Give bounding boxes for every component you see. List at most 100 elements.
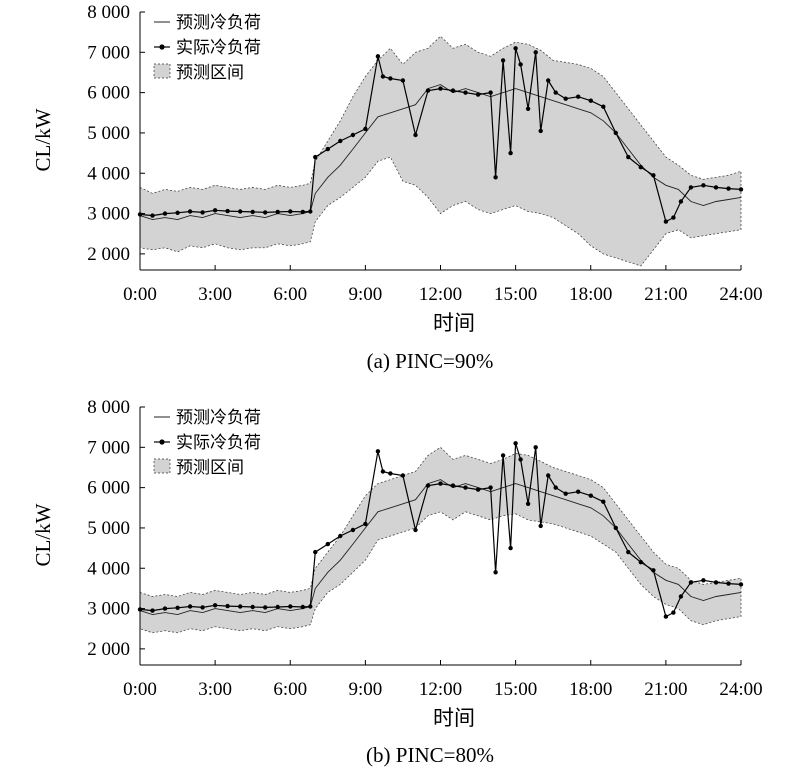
actual-load-point [238, 604, 243, 609]
legend-actual-marker [159, 439, 165, 445]
x-tick-label: 6:00 [273, 679, 307, 700]
actual-load-point [325, 146, 330, 152]
actual-load-point [613, 130, 618, 136]
actual-load-point [726, 186, 731, 191]
actual-load-point [350, 527, 356, 533]
actual-load-point [546, 473, 551, 478]
actual-load-point [275, 209, 280, 215]
actual-load-point [308, 604, 313, 609]
actual-load-point [413, 132, 418, 138]
actual-load-point [651, 173, 656, 178]
actual-load-point [488, 90, 493, 95]
legend-interval-label: 预测区间 [176, 63, 244, 82]
y-tick-label: 5 000 [87, 518, 130, 539]
actual-load-point [588, 98, 593, 103]
actual-load-point [375, 54, 381, 59]
actual-load-point [588, 493, 593, 498]
x-tick-label: 6:00 [273, 284, 307, 305]
x-tick-label: 21:00 [644, 284, 687, 305]
actual-load-point [533, 50, 538, 55]
predicted-load-line [139, 479, 742, 616]
y-axis-label: CL/kW [31, 108, 55, 171]
y-tick-label: 7 000 [87, 42, 130, 63]
actual-load-point [450, 88, 456, 93]
x-tick-label: 18:00 [569, 679, 612, 700]
legend-predicted-label: 预测冷负荷 [176, 13, 261, 32]
actual-load-point [488, 485, 493, 490]
actual-load-point [200, 605, 205, 610]
x-tick-label: 0:00 [123, 284, 157, 305]
actual-load-point [533, 445, 538, 450]
y-tick-label: 6 000 [87, 83, 130, 104]
x-tick-label: 15:00 [494, 284, 537, 305]
x-tick-label: 21:00 [644, 679, 687, 700]
actual-load-point [576, 94, 581, 99]
actual-load-point [601, 104, 606, 109]
actual-load-point [688, 185, 694, 190]
legend-interval-label: 预测区间 [176, 458, 244, 477]
actual-load-point [325, 541, 330, 547]
x-tick-label: 9:00 [348, 284, 382, 305]
actual-load-point [671, 215, 676, 220]
actual-load-point [250, 604, 255, 610]
actual-load-point [513, 46, 518, 51]
actual-load-point [463, 90, 468, 95]
x-tick-label: 12:00 [419, 679, 462, 700]
actual-load-point [162, 211, 168, 216]
y-tick-label: 7 000 [87, 437, 130, 458]
actual-load-point [300, 209, 305, 215]
actual-load-point [175, 605, 180, 610]
actual-load-point [175, 210, 180, 215]
actual-load-point [493, 175, 498, 180]
x-tick-label: 0:00 [123, 679, 157, 700]
actual-load-point [400, 78, 406, 83]
actual-load-point [701, 183, 706, 188]
x-tick-label: 3:00 [198, 284, 232, 305]
actual-load-point [475, 487, 481, 492]
legend-actual-label: 实际冷负荷 [176, 433, 261, 452]
y-tick-label: 4 000 [87, 558, 130, 579]
y-tick-label: 3 000 [87, 599, 130, 620]
legend-interval-swatch [153, 458, 171, 474]
actual-load-point [162, 606, 168, 611]
actual-load-point [553, 485, 558, 490]
actual-load-point [678, 594, 684, 599]
actual-load-point [250, 209, 255, 215]
actual-load-point [413, 527, 418, 533]
actual-load-point [263, 210, 268, 215]
actual-load-point [638, 560, 643, 565]
actual-load-point [187, 604, 193, 609]
actual-load-point [726, 581, 731, 586]
chart-title: (b) PINC=80% [366, 743, 494, 767]
actual-load-point [525, 106, 531, 112]
y-tick-label: 8 000 [87, 397, 130, 418]
actual-load-point [701, 578, 706, 583]
actual-load-point [671, 610, 676, 615]
actual-load-point [225, 208, 230, 214]
actual-load-point [651, 568, 656, 573]
actual-load-point [187, 209, 193, 214]
actual-load-point [388, 471, 393, 476]
legend-actual-label: 实际冷负荷 [176, 38, 261, 57]
actual-load-point [388, 76, 393, 81]
actual-load-point [563, 491, 568, 496]
actual-load-point [463, 485, 468, 490]
actual-load-point [288, 209, 293, 214]
x-tick-label: 15:00 [494, 679, 537, 700]
chart-panel-a: CL/kW 时间 (a) PINC=90% 2 000 3 000 4 000 5 0… [31, 2, 763, 373]
actual-load-point [508, 545, 513, 551]
actual-load-point [563, 96, 568, 101]
actual-load-point [225, 603, 230, 609]
actual-load-point [553, 90, 558, 95]
legend-actual-marker [159, 44, 165, 50]
actual-load-point [300, 604, 305, 610]
actual-load-point [738, 582, 744, 587]
actual-load-point [500, 453, 506, 458]
actual-load-point [613, 525, 618, 531]
actual-load-point [508, 150, 513, 156]
actual-load-point [263, 605, 268, 610]
actual-load-point [313, 154, 318, 160]
y-tick-label: 4 000 [87, 163, 130, 184]
actual-load-point [425, 483, 431, 488]
